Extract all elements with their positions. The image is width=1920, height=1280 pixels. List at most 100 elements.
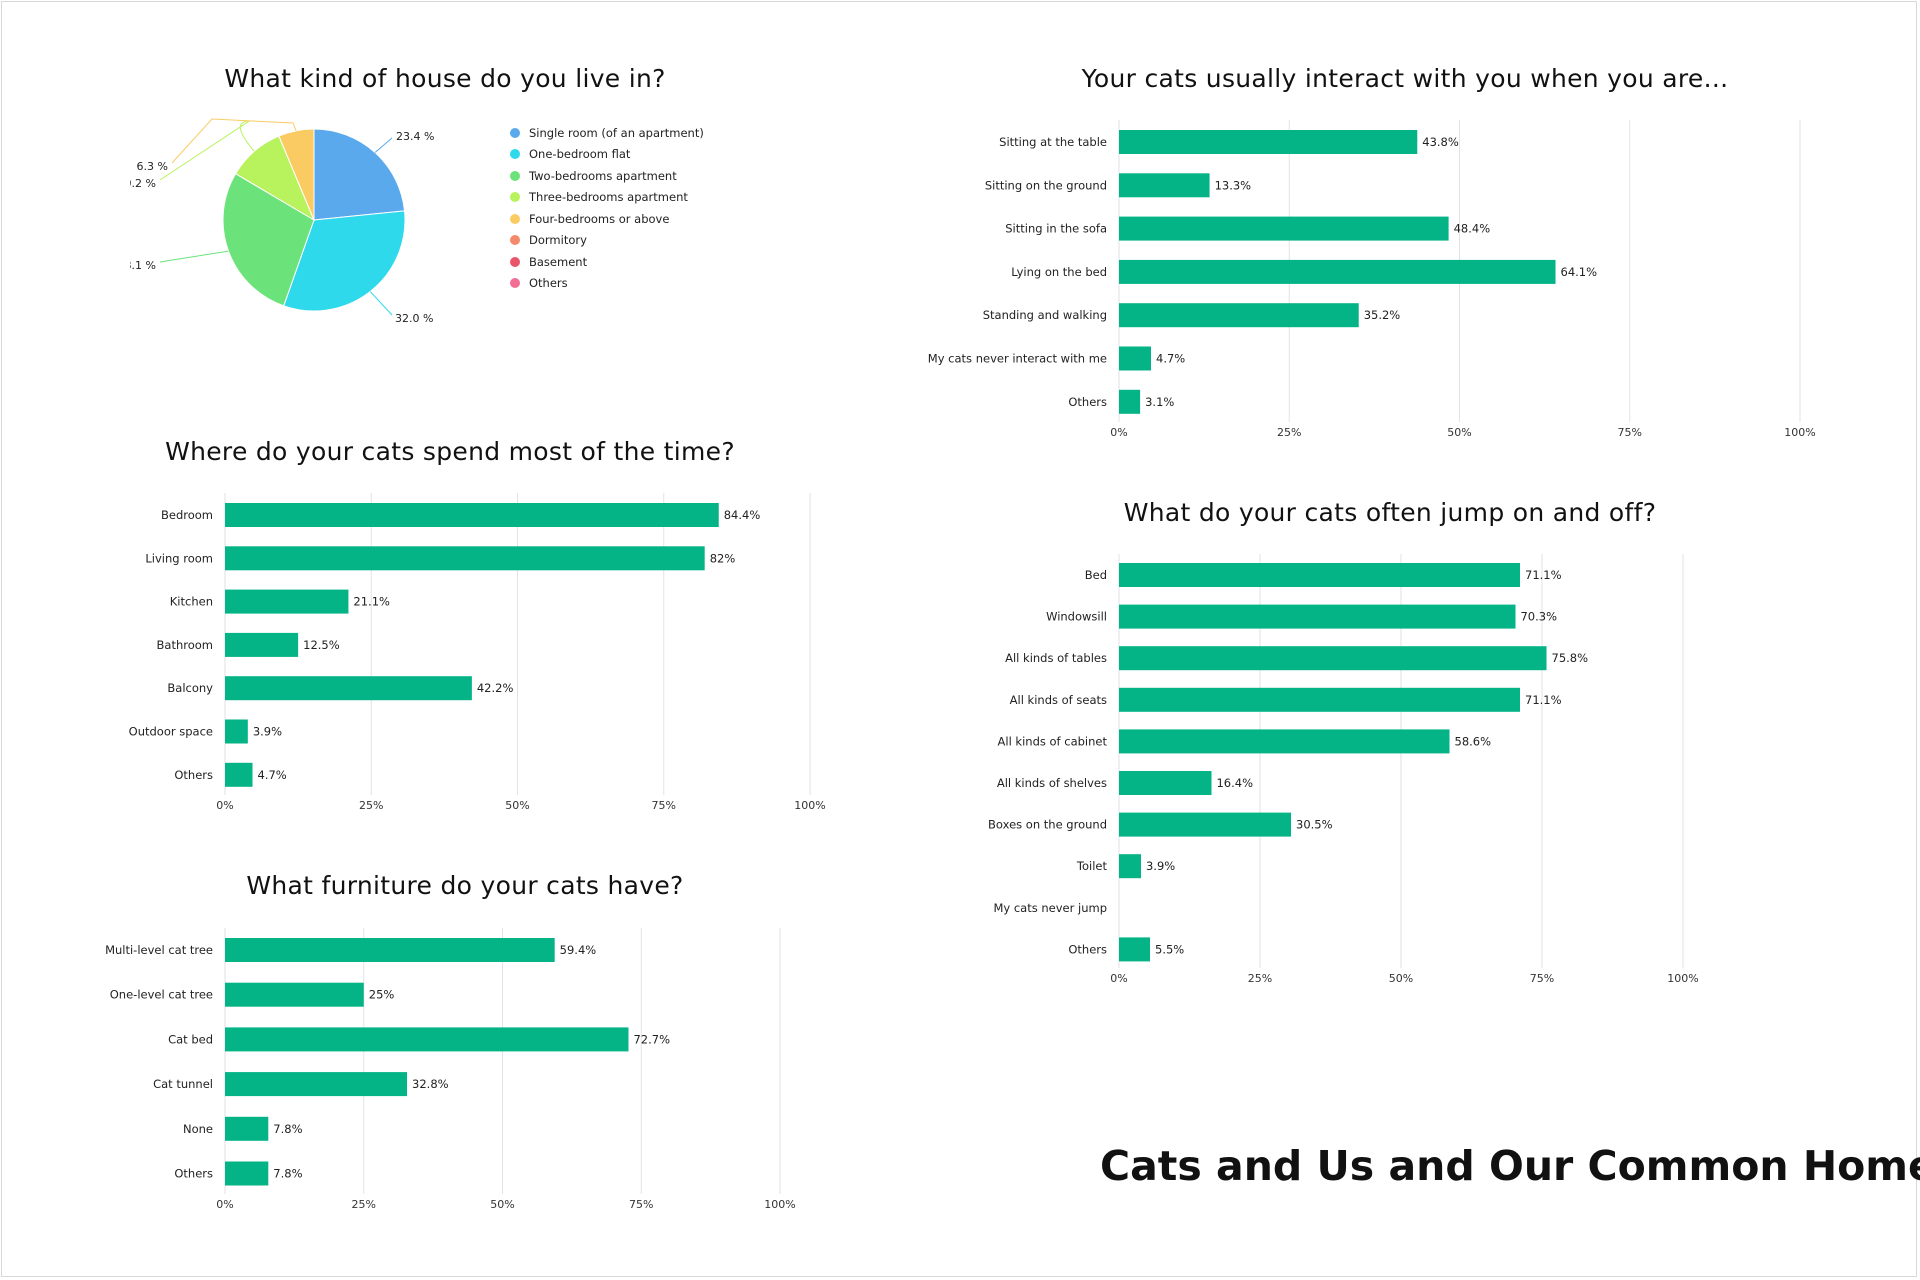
interact-value-label: 64.1% bbox=[1561, 265, 1598, 279]
jump-bar bbox=[1119, 771, 1212, 795]
interact-tick-label: 0% bbox=[1110, 426, 1127, 439]
spend-category-label: Others bbox=[174, 768, 213, 782]
interact-category-label: Lying on the bed bbox=[1011, 265, 1107, 279]
interact-category-label: Sitting on the ground bbox=[985, 178, 1107, 192]
jump-value-label: 5.5% bbox=[1155, 942, 1184, 956]
legend-item: Single room (of an apartment) bbox=[510, 122, 704, 144]
jump-chart-title: What do your cats often jump on and off? bbox=[1123, 498, 1657, 527]
interact-tick-label: 75% bbox=[1618, 426, 1642, 439]
spend-bar-group: 0% 25% 50% 75% 100% Bedroom 84.4% Living room 82… bbox=[129, 493, 826, 812]
legend-label: Dormitory bbox=[529, 233, 587, 248]
furniture-tick-label: 100% bbox=[764, 1198, 795, 1211]
jump-category-label: Bed bbox=[1085, 568, 1107, 582]
furniture-value-label: 7.8% bbox=[273, 1122, 302, 1136]
spend-bar bbox=[225, 546, 705, 571]
legend-label: Single room (of an apartment) bbox=[529, 125, 704, 140]
jump-category-label: All kinds of seats bbox=[1010, 693, 1107, 707]
furniture-bar bbox=[225, 1116, 269, 1141]
jump-bar bbox=[1119, 687, 1521, 712]
furniture-bar bbox=[225, 1027, 629, 1052]
furniture-bar bbox=[225, 1161, 269, 1186]
pie-value-label: 23.4 % bbox=[396, 130, 434, 143]
interact-value-label: 13.3% bbox=[1215, 178, 1252, 192]
jump-category-label: My cats never jump bbox=[993, 901, 1107, 915]
spend-tick-label: 0% bbox=[216, 799, 233, 812]
legend-item: Three-bedrooms apartment bbox=[510, 187, 704, 209]
interact-category-label: Sitting in the sofa bbox=[1005, 222, 1107, 236]
jump-value-label: 70.3% bbox=[1520, 610, 1557, 624]
spend-bar bbox=[225, 676, 472, 701]
furniture-value-label: 7.8% bbox=[273, 1167, 302, 1181]
legend-swatch bbox=[510, 170, 520, 181]
spend-category-label: Outdoor space bbox=[129, 725, 213, 739]
jump-value-label: 16.4% bbox=[1216, 776, 1253, 790]
furniture-tick-label: 50% bbox=[490, 1198, 514, 1211]
spend-bar bbox=[225, 719, 248, 744]
spend-tick-label: 100% bbox=[794, 799, 825, 812]
jump-bar bbox=[1119, 937, 1151, 962]
spend-tick-label: 50% bbox=[505, 799, 529, 812]
interact-bar bbox=[1119, 216, 1449, 241]
spend-tick-label: 75% bbox=[652, 799, 676, 812]
legend-label: Basement bbox=[529, 254, 588, 269]
house-legend: Single room (of an apartment) One-bedroom… bbox=[510, 122, 704, 294]
furniture-value-label: 72.7% bbox=[633, 1032, 670, 1046]
pie-leader-line bbox=[159, 250, 229, 263]
legend-label: Four-bedrooms or above bbox=[529, 211, 670, 226]
spend-tick-label: 25% bbox=[359, 799, 383, 812]
legend-item: Others bbox=[510, 273, 704, 295]
jump-category-label: All kinds of cabinet bbox=[998, 734, 1108, 748]
jump-category-label: Others bbox=[1068, 942, 1107, 956]
jump-tick-label: 75% bbox=[1530, 972, 1554, 985]
furniture-value-label: 59.4% bbox=[560, 943, 597, 957]
jump-bar bbox=[1119, 812, 1292, 837]
jump-category-label: All kinds of tables bbox=[1005, 651, 1107, 665]
furniture-category-label: Others bbox=[174, 1167, 213, 1181]
spend-value-label: 42.2% bbox=[477, 681, 514, 695]
spend-value-label: 82% bbox=[710, 551, 736, 565]
furniture-value-label: 25% bbox=[369, 988, 395, 1002]
jump-tick-label: 0% bbox=[1110, 972, 1127, 985]
interact-category-label: Sitting at the table bbox=[999, 135, 1107, 149]
poster-title: Cats and Us and Our Common Home bbox=[1100, 1142, 1920, 1190]
interact-value-label: 35.2% bbox=[1364, 308, 1401, 322]
interact-tick-label: 50% bbox=[1447, 426, 1471, 439]
interact-bar bbox=[1119, 130, 1418, 154]
spend-category-label: Kitchen bbox=[170, 595, 213, 609]
jump-value-label: 75.8% bbox=[1552, 651, 1589, 665]
interact-bar-group: 0% 25% 50% 75% 100% Sitting at the table 43.8%… bbox=[928, 120, 1816, 439]
interact-value-label: 43.8% bbox=[1422, 135, 1459, 149]
furniture-tick-label: 0% bbox=[216, 1198, 233, 1211]
furniture-bar-group: 0% 25% 50% 75% 100% Multi-level cat tree 59.4%… bbox=[105, 928, 796, 1211]
legend-swatch bbox=[510, 149, 520, 160]
furniture-bar bbox=[225, 982, 364, 1007]
spend-category-label: Bathroom bbox=[157, 638, 213, 652]
spend-value-label: 4.7% bbox=[257, 768, 286, 782]
furniture-bar bbox=[225, 1072, 408, 1097]
interact-category-label: Standing and walking bbox=[983, 308, 1107, 322]
pie-leader-line bbox=[171, 118, 297, 164]
furniture-value-label: 32.8% bbox=[412, 1077, 449, 1091]
interact-tick-label: 100% bbox=[1784, 426, 1815, 439]
spend-bar bbox=[225, 762, 253, 787]
legend-label: One-bedroom flat bbox=[529, 147, 631, 162]
jump-value-label: 30.5% bbox=[1296, 818, 1333, 832]
legend-swatch bbox=[510, 278, 520, 289]
legend-item: One-bedroom flat bbox=[510, 144, 704, 166]
pie-leader-line bbox=[369, 291, 393, 316]
jump-bar-group: 0% 25% 50% 75% 100% Bed 71.1% Windowsill 70.3% Al… bbox=[988, 554, 1699, 985]
legend-swatch bbox=[510, 127, 520, 138]
jump-bar bbox=[1119, 729, 1450, 754]
jump-category-label: Windowsill bbox=[1046, 610, 1107, 624]
furniture-tick-label: 75% bbox=[629, 1198, 653, 1211]
pie-value-label: 32.0 % bbox=[395, 312, 433, 325]
jump-tick-label: 25% bbox=[1248, 972, 1272, 985]
furniture-category-label: Cat tunnel bbox=[153, 1077, 213, 1091]
legend-label: Two-bedrooms apartment bbox=[529, 168, 677, 183]
furniture-tick-label: 25% bbox=[352, 1198, 376, 1211]
legend-swatch bbox=[510, 235, 520, 246]
jump-bar bbox=[1119, 563, 1521, 587]
jump-category-label: All kinds of shelves bbox=[997, 776, 1107, 790]
